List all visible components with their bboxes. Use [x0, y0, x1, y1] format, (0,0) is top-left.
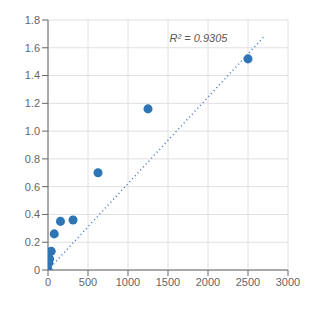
svg-text:0.4: 0.4 — [25, 208, 40, 220]
svg-text:0.6: 0.6 — [25, 181, 40, 193]
svg-text:1.8: 1.8 — [25, 14, 40, 26]
svg-text:1000: 1000 — [116, 276, 140, 288]
svg-text:0.2: 0.2 — [25, 236, 40, 248]
svg-text:1.6: 1.6 — [25, 42, 40, 54]
svg-text:1500: 1500 — [156, 276, 180, 288]
svg-text:0: 0 — [45, 276, 51, 288]
svg-text:500: 500 — [79, 276, 97, 288]
svg-text:0: 0 — [34, 264, 40, 276]
svg-text:3000: 3000 — [276, 276, 300, 288]
svg-text:2500: 2500 — [236, 276, 260, 288]
svg-text:R² = 0.9305: R² = 0.9305 — [170, 32, 229, 44]
svg-text:1.0: 1.0 — [25, 125, 40, 137]
svg-text:2000: 2000 — [196, 276, 220, 288]
svg-text:0.8: 0.8 — [25, 153, 40, 165]
svg-text:1.4: 1.4 — [25, 69, 40, 81]
svg-text:1.2: 1.2 — [25, 97, 40, 109]
